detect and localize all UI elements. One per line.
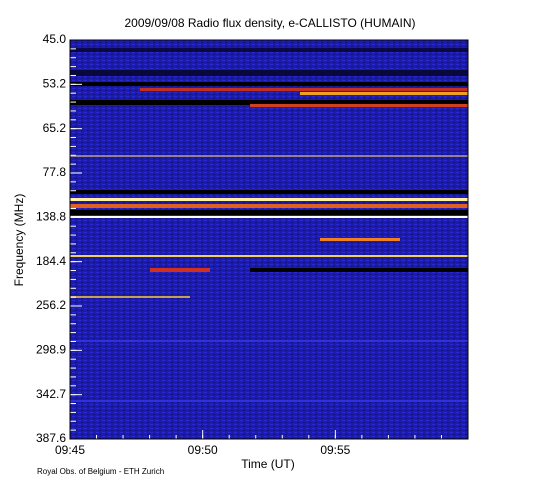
x-tick-label: 09:50 (188, 443, 218, 457)
x-tick-label: 09:55 (320, 443, 350, 457)
spectrogram-image (70, 40, 468, 439)
y-tick-label: 387.6 (36, 431, 66, 445)
y-axis-label: Frequency (MHz) (12, 194, 26, 287)
y-tick-label: 138.8 (36, 210, 66, 224)
y-tick-label: 184.4 (36, 254, 66, 268)
y-tick-label: 77.8 (43, 165, 67, 179)
y-tick-label: 256.2 (36, 298, 66, 312)
chart-title: 2009/09/08 Radio flux density, e-CALLIST… (124, 16, 415, 30)
y-tick-label: 65.2 (43, 121, 67, 135)
y-tick-label: 342.7 (36, 387, 66, 401)
y-tick-label: 53.2 (43, 77, 67, 91)
plot-frame (69, 39, 469, 440)
x-tick-label: 09:45 (55, 443, 85, 457)
y-tick-label: 298.9 (36, 343, 66, 357)
x-axis-label: Time (UT) (241, 457, 295, 471)
footer: Royal Obs. of Belgium - ETH Zurich (37, 467, 164, 476)
y-tick-label: 45.0 (43, 32, 67, 46)
